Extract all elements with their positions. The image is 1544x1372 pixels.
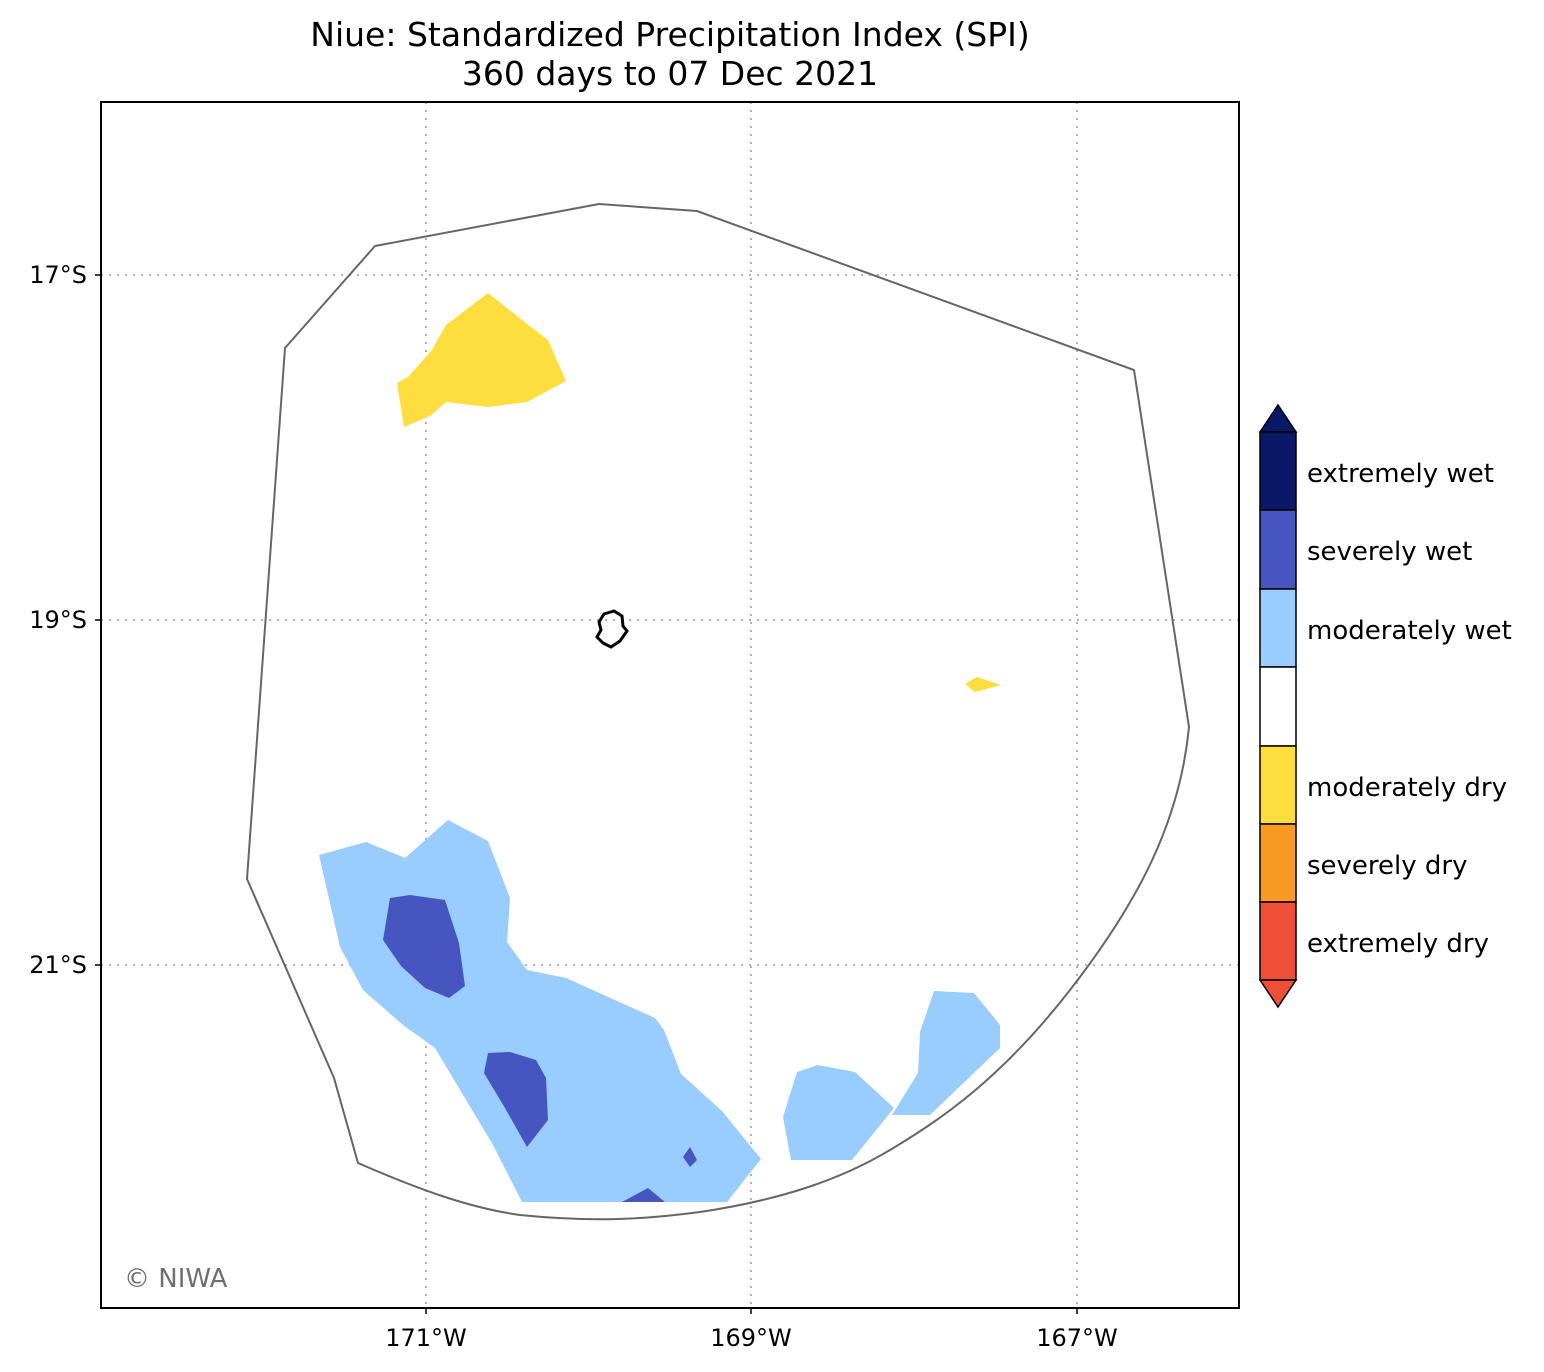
legend-label-extremely-dry: extremely dry [1307, 929, 1489, 959]
legend-label-severely-dry: severely dry [1307, 851, 1468, 881]
legend-label-moderately-dry: moderately dry [1307, 773, 1507, 803]
moderately-wet-region-southwest [319, 820, 761, 1202]
niwa-credit: © NIWA [124, 1264, 228, 1294]
severely-wet-region-2 [484, 1052, 548, 1147]
gridlines [101, 102, 1239, 1308]
colorbar-swatch-normal [1259, 666, 1297, 747]
moderately-wet-region-southeast-2 [892, 991, 1000, 1115]
moderately-wet-region-southeast-1 [783, 1065, 894, 1160]
lon-tick-label: 171°W [385, 1324, 467, 1352]
map-title: Niue: Standardized Precipitation Index (… [310, 15, 1030, 54]
niue-island [595, 609, 629, 649]
severely-wet-areas [383, 895, 697, 1202]
map-subtitle: 360 days to 07 Dec 2021 [461, 54, 879, 93]
severely-wet-region-1 [383, 895, 465, 998]
lon-tick-label: 167°W [1036, 1324, 1118, 1352]
colorbar-swatch-extremely-wet [1259, 431, 1297, 511]
moderately-dry-region-east [965, 677, 1001, 692]
lat-tick-label: 21°S [29, 951, 87, 979]
eez-boundary [245, 202, 1191, 1221]
spi-colorbar [1258, 403, 1298, 1009]
severely-wet-region-4 [622, 1188, 665, 1202]
lon-tick-label: 169°W [710, 1324, 792, 1352]
colorbar-top-arrow [1258, 403, 1298, 433]
lat-tick-label: 19°S [29, 606, 87, 634]
moderately-dry-region-north [397, 293, 566, 427]
colorbar-swatch-severely-dry [1259, 823, 1297, 903]
lat-tick-label: 17°S [29, 261, 87, 289]
colorbar-swatch-moderately-dry [1259, 745, 1297, 825]
moderately-dry-areas [397, 293, 1001, 692]
axis-ticks [95, 274, 1078, 1314]
colorbar-swatch-extremely-dry [1259, 901, 1297, 981]
legend-label-moderately-wet: moderately wet [1307, 616, 1512, 646]
severely-wet-region-3 [683, 1147, 697, 1167]
colorbar-swatch-severely-wet [1259, 509, 1297, 590]
colorbar-bottom-arrow [1258, 979, 1298, 1009]
map-frame [100, 101, 1240, 1309]
legend-label-severely-wet: severely wet [1307, 537, 1472, 567]
colorbar-swatch-moderately-wet [1259, 588, 1297, 668]
legend-label-extremely-wet: extremely wet [1307, 459, 1494, 489]
